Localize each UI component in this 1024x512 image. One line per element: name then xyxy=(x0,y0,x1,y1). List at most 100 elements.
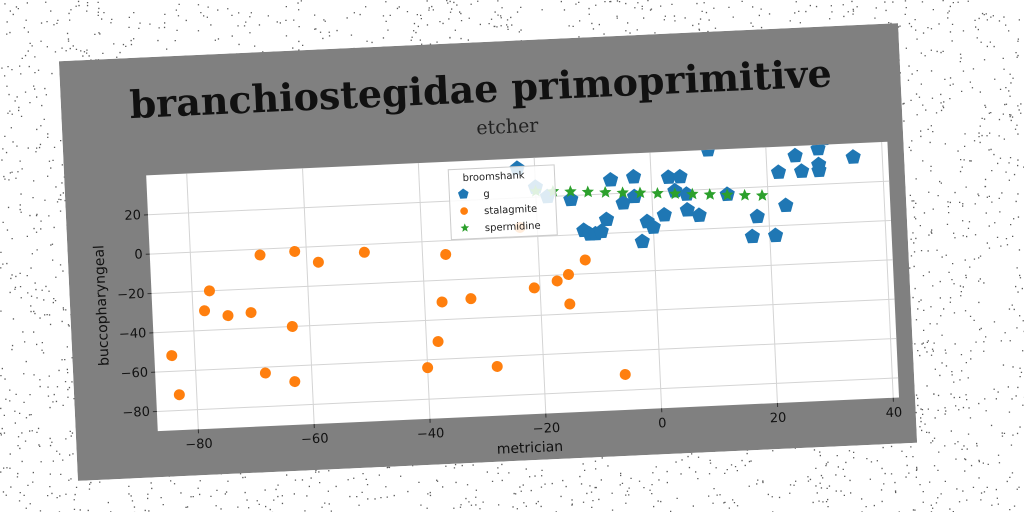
y-tick-label: 0 xyxy=(134,247,143,262)
stalagmite-point xyxy=(254,249,266,261)
g-point xyxy=(793,163,810,178)
stalagmite-point xyxy=(422,362,434,374)
x-grid-line xyxy=(302,168,315,425)
chart-figure: branchiostegidae primoprimitive etcher −… xyxy=(58,23,918,481)
legend-title: broomshank xyxy=(462,170,525,184)
spermidine-point xyxy=(755,189,769,201)
y-tick-label: −20 xyxy=(117,287,145,303)
spermidine-point xyxy=(686,187,699,200)
stalagmite-point xyxy=(564,298,576,310)
g-point xyxy=(778,197,794,213)
legend-items: g stalagmite spermidine xyxy=(457,188,541,235)
x-tick-label: −40 xyxy=(417,426,445,442)
g-point xyxy=(563,191,579,207)
spermidine-point xyxy=(721,188,734,201)
stalagmite-point xyxy=(465,293,477,305)
g-point xyxy=(602,171,619,187)
g-point xyxy=(615,195,631,210)
y-tick-label: −60 xyxy=(120,365,148,381)
stalagmite-point xyxy=(222,310,234,322)
g-point xyxy=(770,164,787,180)
y-grid-line xyxy=(151,259,893,294)
x-axis-label: metrician xyxy=(496,439,563,458)
stalagmite-point xyxy=(551,275,563,287)
y-tick-label: −40 xyxy=(119,326,147,342)
stalagmite-point xyxy=(619,368,631,380)
x-grid-line xyxy=(765,147,778,404)
legend-marker-g xyxy=(457,188,469,199)
stalagmite-point xyxy=(312,256,324,268)
chart-subtitle: etcher xyxy=(476,115,540,140)
spermidine-point xyxy=(581,185,594,198)
x-grid-line xyxy=(881,142,894,398)
g-point xyxy=(625,168,642,184)
legend: broomshank g stalagmite spermidine xyxy=(447,164,558,241)
series-spermidine xyxy=(529,184,769,201)
g-point xyxy=(656,206,672,222)
x-tick-label: 40 xyxy=(885,405,902,421)
legend-label-g: g xyxy=(483,189,490,200)
stalagmite-point xyxy=(289,245,301,257)
spermidine-point xyxy=(599,185,612,198)
stalagmite-point xyxy=(203,285,215,297)
stalagmite-point xyxy=(173,389,185,401)
stalagmite-point xyxy=(286,320,298,332)
x-tick-label: 20 xyxy=(770,411,787,427)
data-marks xyxy=(166,141,861,401)
g-point xyxy=(749,208,765,224)
stalagmite-point xyxy=(432,336,444,348)
stalagmite-point xyxy=(440,248,452,260)
y-grid-line xyxy=(156,377,899,412)
g-point xyxy=(679,202,695,217)
y-axis-label: buccopharyngeal xyxy=(91,245,112,367)
stalagmite-point xyxy=(245,307,257,319)
stalagmite-point xyxy=(528,282,540,294)
x-grid-line xyxy=(649,152,663,409)
y-tick-label: 20 xyxy=(124,208,141,224)
g-point xyxy=(660,169,676,185)
g-point xyxy=(634,233,650,249)
x-tick-label: 0 xyxy=(658,416,667,431)
stalagmite-point xyxy=(259,367,271,379)
legend-label-spermidine: spermidine xyxy=(485,221,541,235)
g-point xyxy=(593,223,609,239)
grid-lines xyxy=(147,142,899,430)
stalagmite-point xyxy=(289,376,301,388)
g-point xyxy=(787,147,803,163)
spermidine-point xyxy=(651,186,664,199)
g-point xyxy=(691,207,707,223)
stalagmite-point xyxy=(199,305,211,317)
g-point xyxy=(672,168,688,184)
axis-ticks: −80 −60 −40 −20 0 20 40 −80 −60 −40 −20 0 20 xyxy=(117,208,903,453)
g-point xyxy=(845,149,861,164)
legend-marker-stalagmite xyxy=(460,207,468,215)
spermidine-point xyxy=(703,188,717,201)
g-point xyxy=(645,219,661,234)
spermidine-point xyxy=(668,187,682,200)
stalagmite-point xyxy=(562,269,574,281)
g-point xyxy=(744,228,760,244)
legend-marker-spermidine xyxy=(460,223,470,232)
x-tick-label: −20 xyxy=(532,421,560,437)
y-grid-line xyxy=(155,337,897,373)
plot-area xyxy=(146,141,900,432)
stalagmite-point xyxy=(491,360,503,372)
legend-label-stalagmite: stalagmite xyxy=(484,204,538,217)
y-grid-line xyxy=(153,298,895,334)
series-g xyxy=(509,141,861,249)
spermidine-point xyxy=(616,186,629,199)
x-grid-line xyxy=(417,163,431,419)
g-point xyxy=(767,227,784,243)
stalagmite-point xyxy=(358,246,370,258)
stalagmite-point xyxy=(166,350,178,362)
y-tick-label: −80 xyxy=(122,405,150,421)
scatter-chart: branchiostegidae primoprimitive etcher −… xyxy=(58,23,918,481)
legend-box xyxy=(447,164,558,241)
stalagmite-point xyxy=(579,254,591,266)
x-tick-label: −80 xyxy=(185,437,213,453)
g-point xyxy=(811,162,827,178)
spermidine-point xyxy=(738,188,751,201)
spermidine-point xyxy=(564,185,577,198)
x-tick-label: −60 xyxy=(301,431,329,447)
g-point xyxy=(598,211,615,227)
